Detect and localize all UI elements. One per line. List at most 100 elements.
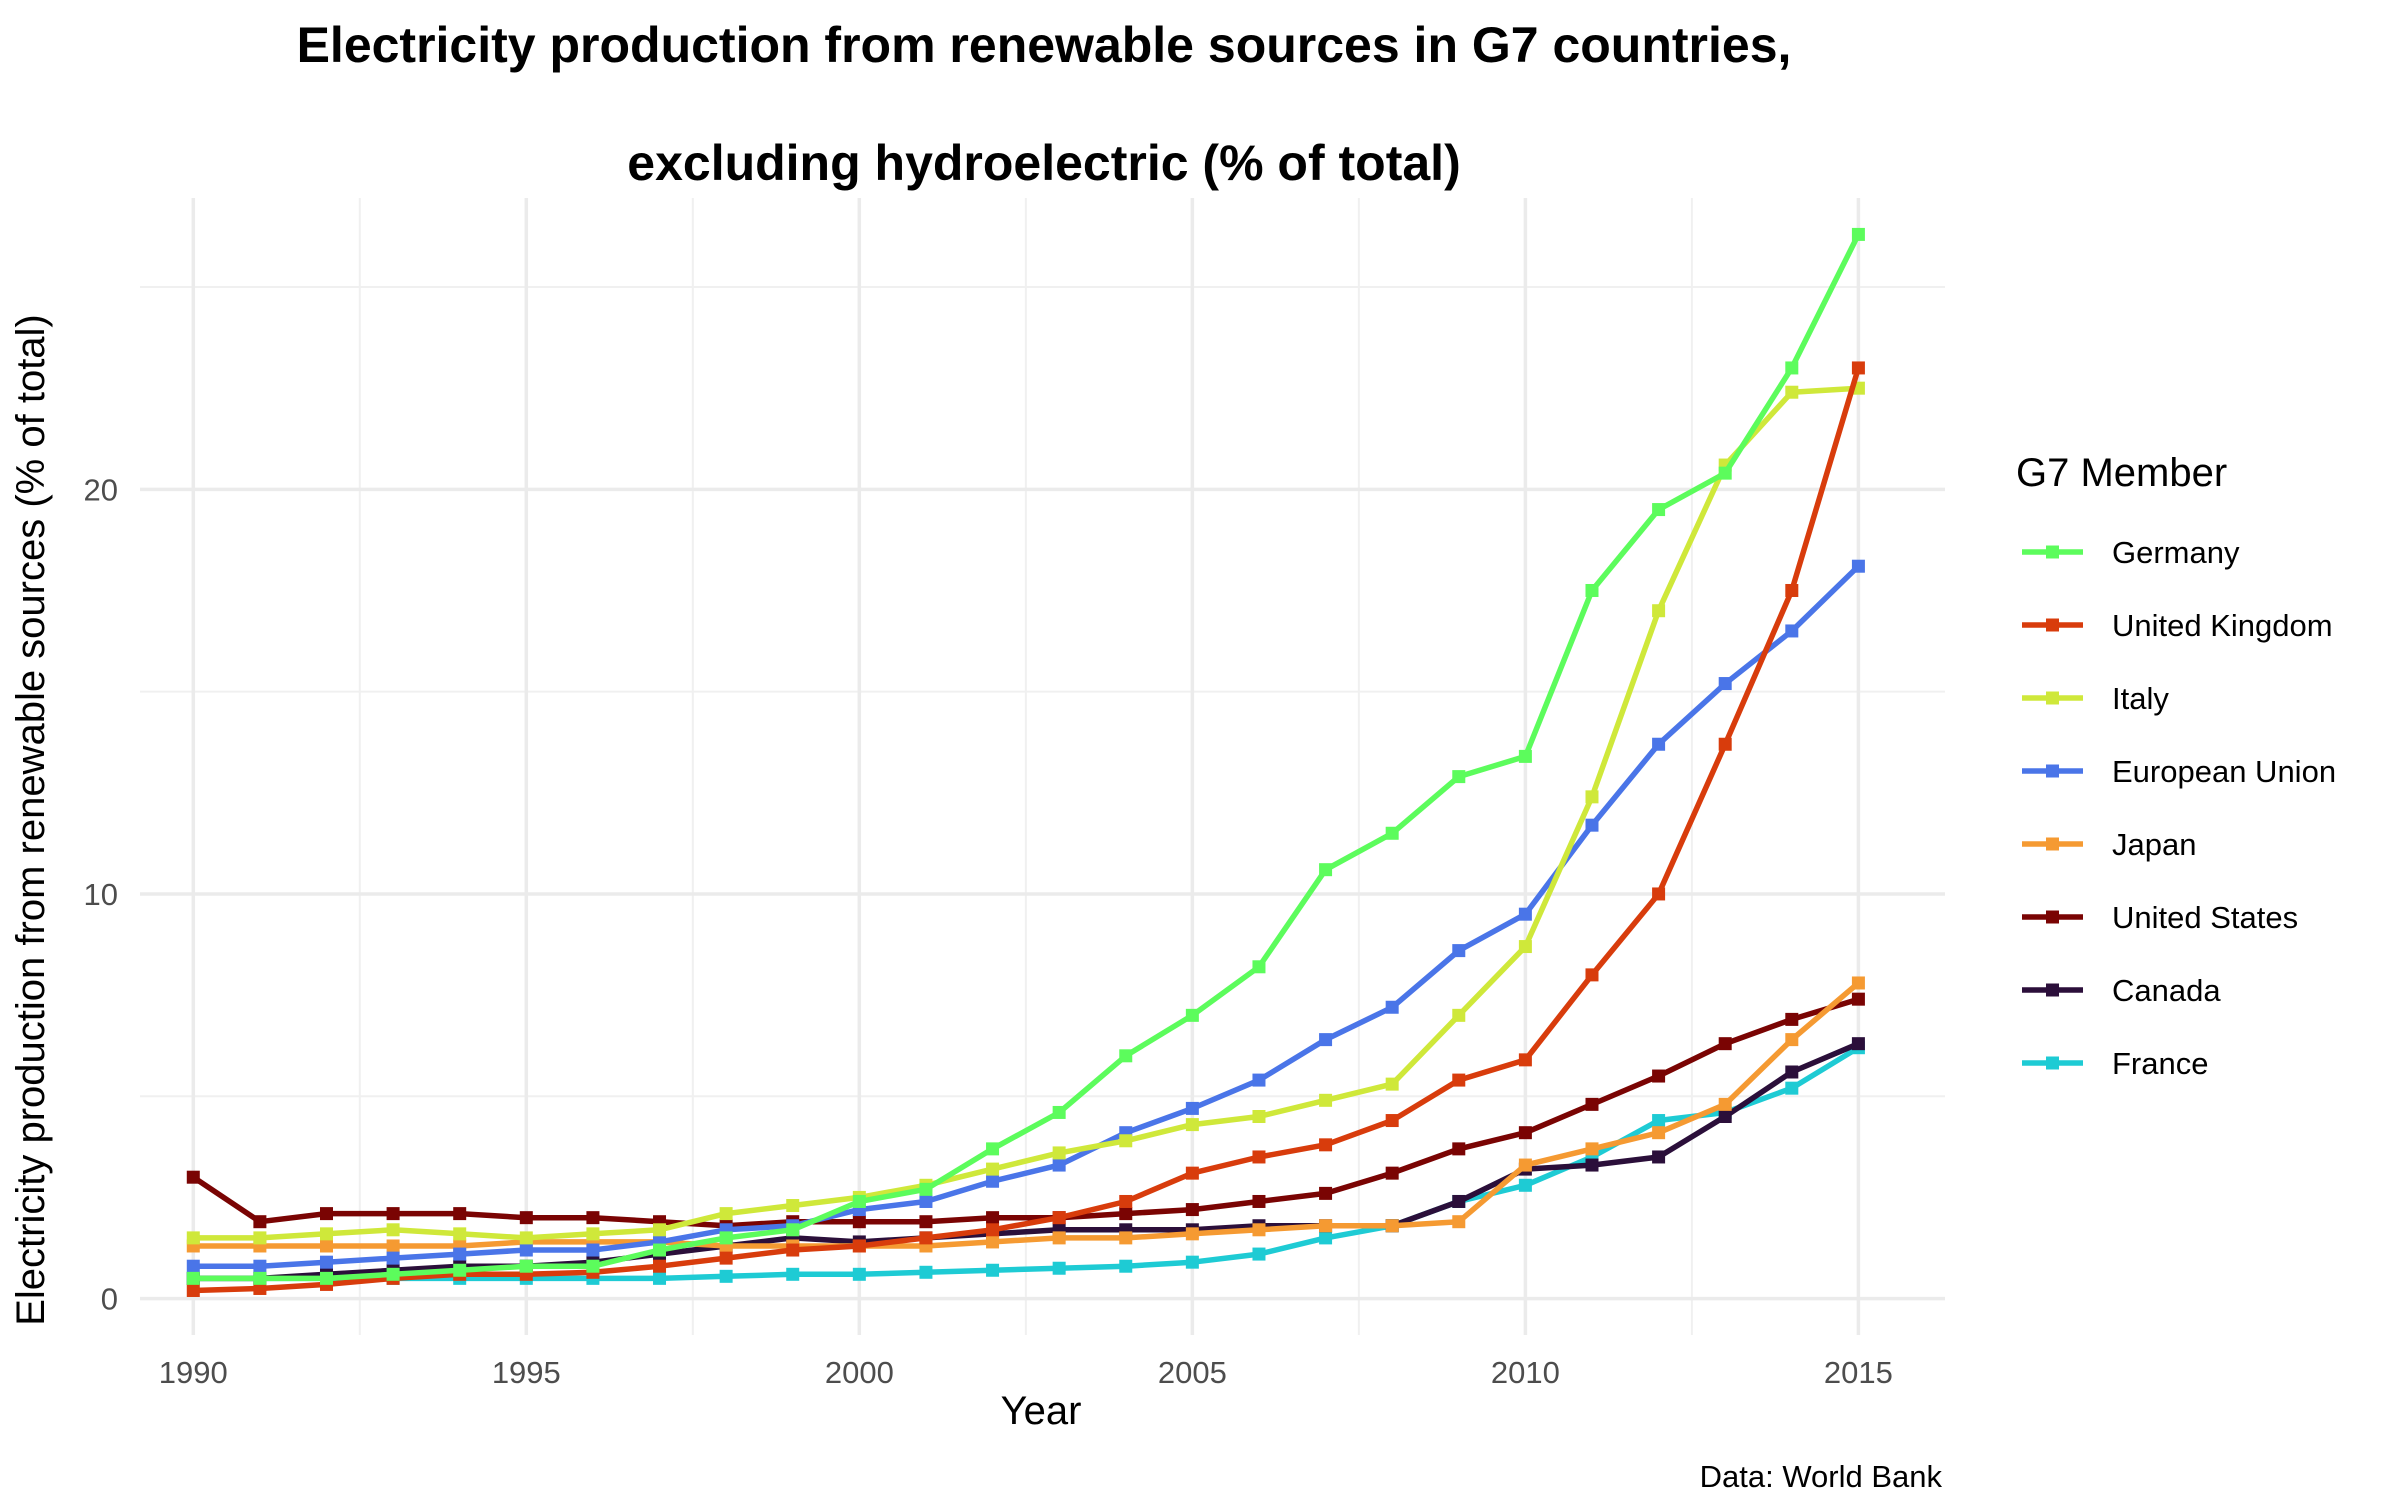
data-point-united-kingdom [852,1239,866,1253]
y-axis-ticks: 0 10 20 [84,472,118,1316]
data-point-france [986,1263,1000,1277]
data-point-european-union [186,1259,200,1273]
series-european-union [186,559,1865,1273]
data-point-italy [1119,1134,1133,1148]
data-point-japan [1185,1227,1199,1241]
legend-label: United States [2112,900,2298,935]
data-point-european-union [1319,1033,1333,1047]
data-point-european-union [1851,559,1865,573]
data-point-united-states [253,1215,267,1229]
data-point-germany [1851,227,1865,241]
data-point-united-kingdom [1252,1150,1266,1164]
legend: G7 Member Germany United Kingdom Italy Euro… [2016,451,2336,1081]
data-point-united-kingdom [1718,737,1732,751]
data-point-france [786,1267,800,1281]
legend-key-marker [2046,910,2059,924]
legend-key-marker [2046,837,2059,851]
data-point-canada [1851,1037,1865,1051]
data-point-united-states [986,1211,1000,1225]
data-point-italy [519,1231,533,1245]
legend-label: France [2112,1046,2208,1081]
chart-title-line-1: Electricity production from renewable so… [297,17,1792,73]
data-point-germany [1319,863,1333,877]
data-point-japan [1585,1142,1599,1156]
data-point-canada [1652,1150,1666,1164]
data-point-japan [319,1239,333,1253]
data-point-european-union [453,1247,467,1261]
data-point-european-union [986,1174,1000,1188]
data-point-japan [986,1235,1000,1249]
data-point-united-kingdom [186,1283,200,1297]
data-point-italy [386,1223,400,1237]
data-point-united-kingdom [1185,1166,1199,1180]
data-point-european-union [1052,1158,1066,1172]
series-line-united-kingdom [190,365,1862,1294]
data-point-united-kingdom [1319,1138,1333,1152]
data-point-european-union [1785,624,1799,638]
legend-label: Italy [2112,681,2169,716]
y-tick-label: 10 [84,877,118,912]
data-point-united-states [586,1211,600,1225]
data-point-italy [1185,1118,1199,1132]
data-point-european-union [1252,1073,1266,1087]
data-point-france [1518,1178,1532,1192]
data-point-european-union [1452,944,1466,958]
data-point-united-kingdom [719,1251,733,1265]
data-point-united-states [519,1211,533,1225]
data-point-germany [1452,770,1466,784]
data-point-united-states [1452,1142,1466,1156]
data-point-european-union [1718,677,1732,691]
data-point-united-kingdom [653,1259,667,1273]
x-axis-title: Year [1001,1389,1082,1433]
y-axis-title: Electricity production from renewable so… [9,314,53,1326]
data-point-germany [719,1231,733,1245]
data-point-france [1052,1261,1066,1275]
data-point-european-union [1518,907,1532,921]
data-point-germany [1518,749,1532,763]
data-point-italy [1319,1093,1333,1107]
legend-key-marker [2046,545,2059,559]
legend-key-marker [2046,618,2059,632]
legend-key-marker [2046,691,2059,705]
data-point-european-union [1585,818,1599,832]
data-point-japan [1385,1219,1399,1233]
data-point-italy [653,1223,667,1237]
data-point-germany [1185,1008,1199,1022]
legend-key-marker [2046,983,2059,997]
legend-item-france: France [2022,1046,2208,1081]
x-tick-label: 2000 [825,1355,894,1390]
legend-item-italy: Italy [2022,681,2169,716]
series-line-germany [190,231,1862,1282]
data-point-france [1785,1081,1799,1095]
data-point-united-kingdom [1052,1211,1066,1225]
data-point-italy [1052,1146,1066,1160]
legend-label: European Union [2112,754,2336,789]
data-point-germany [653,1243,667,1257]
data-point-united-kingdom [1851,361,1865,375]
data-point-italy [1785,385,1799,399]
data-point-united-states [919,1215,933,1229]
data-point-european-union [519,1243,533,1257]
data-point-european-union [319,1255,333,1269]
data-point-germany [786,1223,800,1237]
legend-item-germany: Germany [2022,535,2240,570]
chart-caption: Data: World Bank [1700,1459,1943,1494]
data-point-france [1652,1114,1666,1128]
series-layer [186,227,1865,1297]
data-point-canada [1718,1110,1732,1124]
data-point-germany [1119,1049,1133,1063]
data-point-united-kingdom [1652,887,1666,901]
legend-label: United Kingdom [2112,608,2333,643]
data-point-united-states [1785,1012,1799,1026]
series-italy [186,381,1865,1245]
data-point-italy [186,1231,200,1245]
data-point-united-kingdom [786,1243,800,1257]
y-tick-label: 0 [101,1282,118,1317]
data-point-germany [1718,466,1732,480]
data-point-united-states [1585,1097,1599,1111]
data-point-germany [186,1271,200,1285]
x-tick-label: 1995 [492,1355,561,1390]
x-tick-label: 2005 [1158,1355,1227,1390]
data-point-france [719,1269,733,1283]
